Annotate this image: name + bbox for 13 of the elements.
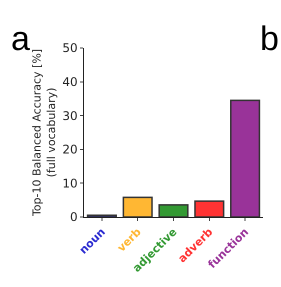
text: a [11, 20, 30, 58]
y-tick-label: 30 [62, 108, 78, 123]
y-tick-label: 10 [62, 176, 78, 190]
annotation: b [260, 20, 279, 58]
bar [122, 196, 153, 217]
y-tick-label: 40 [62, 75, 78, 89]
y-tick-label: 0 [70, 210, 78, 224]
y-tick-label: 50 [62, 41, 78, 56]
y-axis-title: Top-10 Balanced Accuracy [%] (full vocabulary) [30, 48, 58, 218]
y-tick-label: 20 [62, 142, 78, 157]
bar [230, 100, 260, 217]
bar [158, 204, 189, 217]
bar [194, 200, 224, 217]
